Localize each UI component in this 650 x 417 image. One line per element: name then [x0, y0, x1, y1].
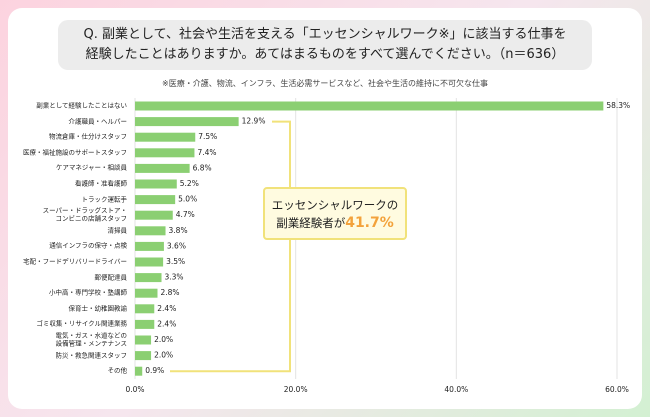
title-line: 経験したことはありますか。あてはまるものをすべて選んでください。（n＝636）	[85, 47, 565, 62]
bar	[135, 132, 196, 142]
category-label: ケアマネジャー・相談員	[55, 163, 127, 172]
value-label: 7.5%	[198, 132, 217, 141]
subtitle: ※医療・介護、物流、インフラ、生活必需サービスなど、社会や生活の維持に不可欠な仕…	[162, 79, 488, 88]
category-label: 清掃員	[107, 226, 128, 235]
bar	[135, 163, 190, 173]
value-label: 3.3%	[165, 273, 184, 282]
value-label: 3.5%	[166, 257, 185, 266]
value-label: 4.7%	[176, 210, 195, 219]
x-tick-label: 40.0%	[444, 385, 468, 394]
value-label: 5.0%	[178, 195, 197, 204]
value-label: 2.4%	[157, 304, 176, 313]
bar	[135, 226, 166, 236]
category-label: 通信インフラの保守・点検	[49, 241, 127, 250]
title-line: Q. 副業として、社会や生活を支える「エッセンシャルワーク※」に該当する仕事を	[83, 27, 567, 42]
bar	[135, 273, 162, 283]
category-label: 宅配・フードデリバリードライバー	[23, 257, 127, 266]
category-label: 小中高・専門学校・塾講師	[49, 288, 127, 297]
bar	[135, 366, 143, 376]
category-label: 電気・ガス・水道などの 設備管理・メンテナンス	[55, 331, 128, 347]
bar	[135, 210, 173, 220]
value-label: 12.9%	[242, 117, 266, 126]
category-label: 保育士・幼稚園教諭	[68, 304, 128, 313]
value-label: 3.6%	[167, 241, 186, 250]
category-label: スーパー・ドラッグストア・ コンビニの店舗スタッフ	[42, 206, 127, 223]
bar	[135, 304, 155, 314]
category-label: その他	[107, 366, 128, 375]
bar	[135, 117, 239, 127]
category-label: 副業として経験したことはない	[36, 101, 127, 110]
annotation-line: エッセンシャルワークの	[271, 198, 399, 212]
category-label: トラック運転手	[81, 194, 128, 203]
x-tick-label: 60.0%	[605, 385, 629, 394]
x-tick-label: 20.0%	[284, 385, 308, 394]
bar	[135, 148, 195, 158]
bar	[135, 351, 152, 361]
category-label: 郵便配達員	[94, 272, 128, 281]
category-label: 医療・福祉施設のサポートスタッフ	[23, 148, 127, 157]
bar	[135, 319, 155, 329]
value-label: 3.8%	[169, 226, 188, 235]
value-label: 7.4%	[197, 148, 216, 157]
value-label: 5.2%	[180, 179, 199, 188]
annotation-highlight: 41.7%	[345, 215, 394, 231]
value-label: 2.0%	[154, 351, 173, 360]
bar	[135, 241, 164, 251]
category-label: 看護師・准看護師	[75, 179, 127, 188]
bar	[135, 101, 604, 111]
value-label: 2.4%	[157, 319, 176, 328]
category-label: 物流倉庫・仕分けスタッフ	[49, 132, 127, 141]
annotation-text: 副業経験者が	[276, 216, 346, 230]
x-tick-label: 0.0%	[125, 385, 144, 394]
category-label: 防災・救急関連スタッフ	[55, 350, 128, 359]
category-label: ゴミ収集・リサイクル関連業務	[36, 319, 127, 328]
value-label: 2.8%	[160, 288, 179, 297]
value-label: 6.8%	[193, 163, 212, 172]
value-label: 58.3%	[606, 101, 630, 110]
value-label: 2.0%	[154, 335, 173, 344]
bar	[135, 195, 176, 205]
value-label: 0.9%	[145, 366, 164, 375]
connector	[170, 120, 291, 373]
annotation-line: 副業経験者が41.7%	[265, 214, 405, 232]
bar	[135, 335, 152, 345]
category-label: 介護職員・ヘルパー	[68, 116, 128, 125]
bar	[135, 288, 158, 298]
annotation-box: エッセンシャルワークの 副業経験者が41.7%	[263, 187, 407, 240]
bar	[135, 179, 177, 189]
bar	[135, 257, 164, 267]
question-box: Q. 副業として、社会や生活を支える「エッセンシャルワーク※」に該当する仕事を …	[58, 20, 592, 70]
